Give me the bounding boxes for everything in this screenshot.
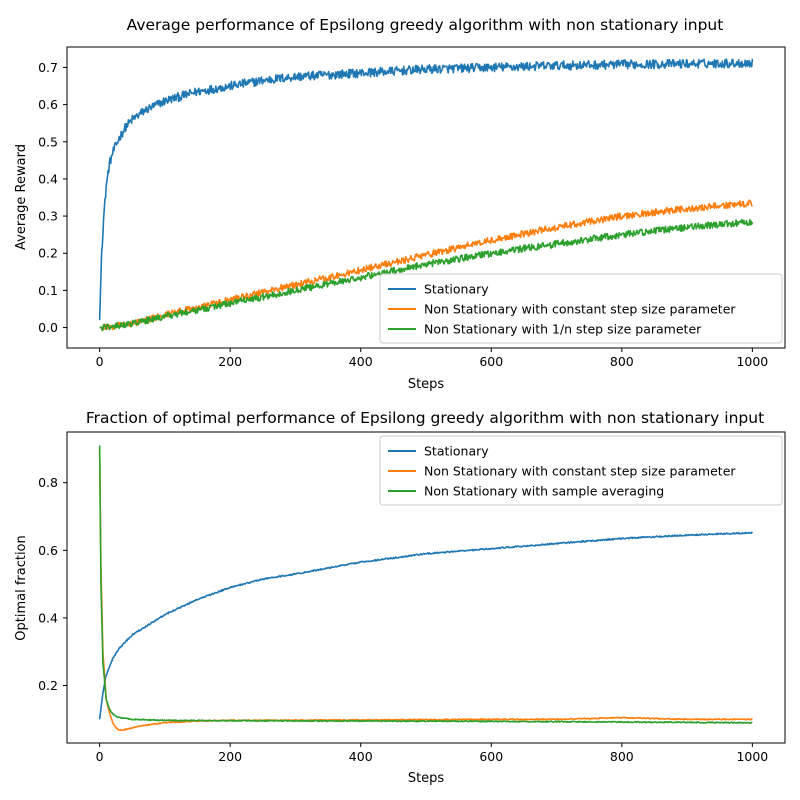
x-tick-label: 400 — [349, 354, 373, 369]
legend-label: Stationary — [424, 282, 489, 297]
x-tick-label: 400 — [349, 749, 373, 764]
y-axis-label: Average Reward — [14, 144, 29, 250]
y-tick-label: 0.0 — [38, 320, 58, 335]
series-layer — [98, 445, 754, 732]
y-tick-label: 0.8 — [38, 475, 58, 490]
legend-box — [379, 435, 783, 506]
series-line — [98, 445, 753, 725]
y-axis-label: Optimal fraction — [14, 535, 29, 641]
legend: Stationary Non Stationary with constant s… — [379, 435, 783, 506]
legend: Stationary Non Stationary with constant s… — [379, 273, 783, 344]
x-axis-label: Steps — [408, 771, 445, 786]
series-line — [98, 58, 754, 321]
x-tick-label: 1000 — [736, 354, 768, 369]
legend-label: Non Stationary with 1/n step size parame… — [424, 322, 702, 337]
y-tick-label: 0.4 — [38, 610, 58, 625]
y-tick-label: 0.6 — [38, 543, 58, 558]
y-tick-label: 0.3 — [38, 209, 58, 224]
x-tick-label: 800 — [610, 354, 634, 369]
x-axis-label: Steps — [408, 377, 445, 392]
y-tick-label: 0.2 — [38, 246, 58, 261]
ticks-layer: 0 200 400 600 800 1000 0.0 0.1 0.2 0.3 0.4 0.5 0.6 0.… — [38, 60, 768, 369]
x-tick-label: 600 — [479, 749, 503, 764]
optimal-fraction-chart: Fraction of optimal performance of Epsil… — [14, 409, 786, 786]
y-tick-label: 0.7 — [38, 60, 58, 75]
x-tick-label: 600 — [479, 354, 503, 369]
x-tick-label: 800 — [610, 749, 634, 764]
legend-label: Stationary — [424, 444, 489, 459]
x-tick-label: 200 — [218, 354, 242, 369]
ticks-layer: 0 200 400 600 800 1000 0.2 0.4 0.6 0.8 — [38, 475, 768, 764]
legend-box — [379, 273, 783, 344]
x-tick-label: 0 — [96, 749, 104, 764]
average-reward-chart: Average performance of Epsilong greedy a… — [14, 16, 786, 392]
plot-frame — [66, 431, 786, 744]
y-tick-label: 0.5 — [38, 134, 58, 149]
legend-label: Non Stationary with constant step size p… — [424, 464, 736, 479]
legend-label: Non Stationary with constant step size p… — [424, 302, 736, 317]
series-line — [98, 531, 754, 720]
y-tick-label: 0.6 — [38, 97, 58, 112]
y-tick-label: 0.2 — [38, 678, 58, 693]
x-tick-label: 1000 — [736, 749, 768, 764]
x-tick-label: 0 — [96, 354, 104, 369]
series-line — [99, 199, 753, 332]
y-tick-label: 0.1 — [38, 283, 58, 298]
x-tick-label: 200 — [218, 749, 242, 764]
series-layer — [98, 58, 754, 332]
series-line — [99, 218, 754, 332]
chart-title: Fraction of optimal performance of Epsil… — [86, 409, 764, 427]
chart-title: Average performance of Epsilong greedy a… — [127, 16, 724, 34]
plot-frame — [66, 46, 786, 349]
y-tick-label: 0.4 — [38, 171, 58, 186]
legend-label: Non Stationary with sample averaging — [424, 484, 664, 499]
